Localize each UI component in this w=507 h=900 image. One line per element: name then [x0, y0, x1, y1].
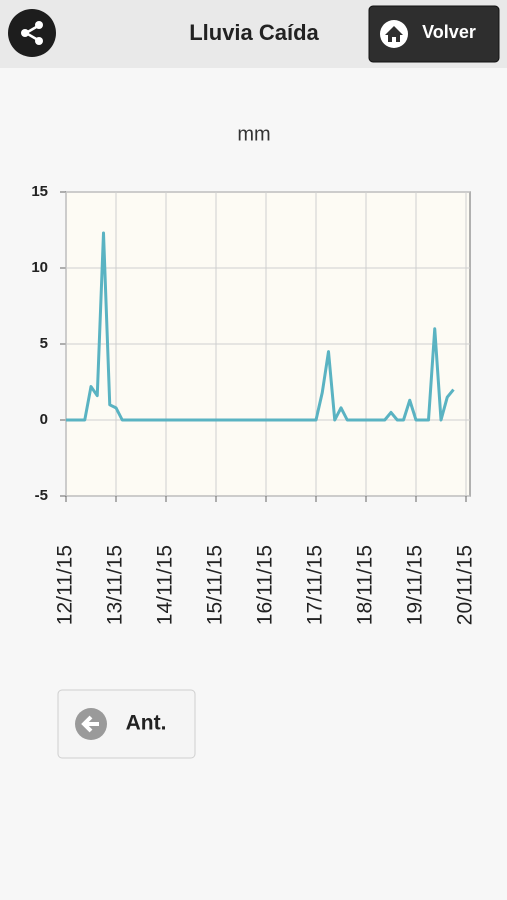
- y-tick-label: 5: [40, 335, 48, 352]
- rain-line: [66, 231, 455, 422]
- x-tick-label: 15/11/15: [204, 545, 227, 625]
- volver-button[interactable]: Volver: [368, 5, 500, 63]
- x-tick-label: 16/11/15: [254, 545, 277, 625]
- x-tick-label: 17/11/15: [304, 545, 327, 625]
- y-tick-label: 0: [40, 411, 48, 428]
- share-button[interactable]: [8, 9, 56, 57]
- chart-title: mm: [237, 123, 270, 145]
- x-tick-label: 20/11/15: [454, 545, 477, 625]
- y-tick-label: 15: [31, 183, 48, 200]
- ant-label[interactable]: Ant.: [126, 712, 167, 735]
- x-tick-label: 18/11/15: [354, 545, 377, 625]
- x-tick-label: 13/11/15: [104, 545, 127, 625]
- y-tick-label: -5: [35, 487, 48, 504]
- chart: -5 0 5 10 15 12/11/15 13/11/15 14/11/15 15/11/15…: [31, 183, 476, 625]
- volver-label[interactable]: Volver: [422, 22, 476, 42]
- header-title: Lluvia Caída: [189, 20, 319, 45]
- y-tick-label: 10: [31, 259, 48, 276]
- x-tick-label: 14/11/15: [154, 545, 177, 625]
- x-tick-label: 19/11/15: [404, 545, 427, 625]
- x-tick-label: 12/11/15: [54, 545, 77, 625]
- ant-button[interactable]: Ant.: [57, 689, 196, 759]
